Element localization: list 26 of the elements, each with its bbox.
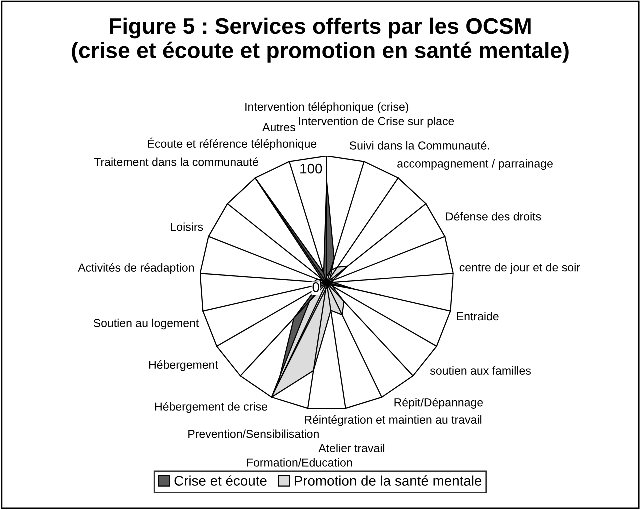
spoke-label: soutien aux familles — [430, 366, 531, 375]
y-tick-label: 100 — [300, 164, 322, 174]
spoke-label: Entraide — [457, 312, 499, 321]
spoke-label: Activités de réadaption — [78, 263, 194, 274]
spoke-label: Répit/Dépannage — [394, 398, 484, 409]
chart-title: Figure 5 : Services offerts par les OCSM (crise et écoute et promotion en santé mentale) — [72, 18, 569, 63]
legend-label: Crise et écoute — [174, 476, 267, 486]
spoke-label: Autres — [262, 123, 296, 132]
spoke-label: Écoute et référence téléphonique — [148, 138, 317, 150]
spoke-label: accompagnement / parrainage — [398, 159, 553, 170]
spoke-label: Suivi dans la Communauté. — [350, 141, 490, 150]
spoke-label: Défense des droits — [446, 212, 542, 221]
spoke-label: Loisirs — [171, 222, 204, 232]
spoke-label: centre de jour et de soir — [460, 263, 580, 274]
spoke-label: Soutien au logement — [94, 318, 200, 330]
spoke-label: Réintégration et maintien au travail — [305, 415, 482, 426]
y-tick-label: 0 — [312, 282, 320, 292]
spoke-label: Prevention/Sensibilisation — [188, 430, 319, 438]
spoke-label: Traitement dans la communauté — [94, 158, 259, 166]
spoke-label: Hébergement — [149, 360, 218, 372]
spoke-label: Hébergement de crise — [155, 402, 268, 414]
spoke-label: Intervention téléphonique (crise) — [246, 102, 409, 114]
legend-label: Promotion de la santé mentale — [294, 476, 482, 486]
spoke-label: Formation/Education — [247, 458, 352, 467]
spoke-label: Atelier travail — [318, 444, 385, 452]
spoke-label: Intervention de Crise sur place — [299, 116, 454, 128]
